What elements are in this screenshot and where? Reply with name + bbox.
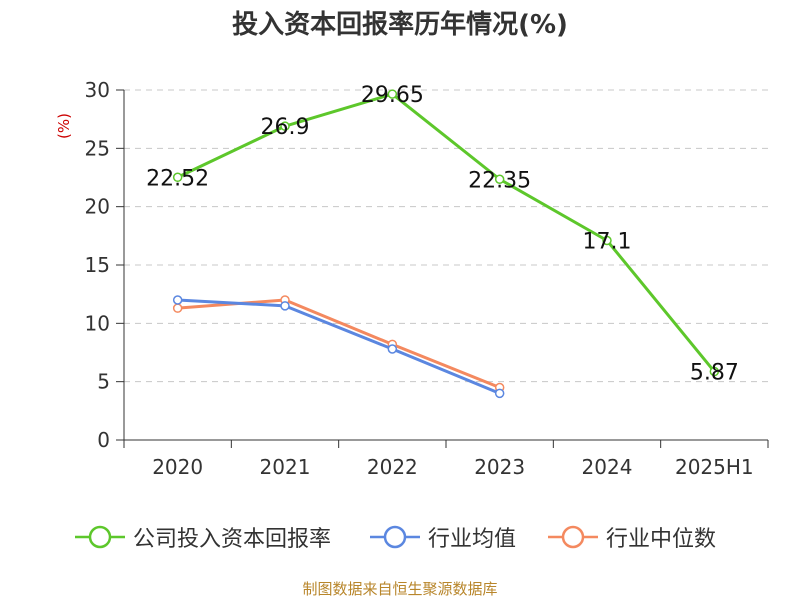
y-tick-label: 10 (85, 311, 110, 335)
data-label: 17.1 (583, 230, 632, 255)
series-point-0 (709, 366, 720, 377)
y-tick-label: 30 (85, 78, 110, 102)
y-tick-label: 15 (85, 253, 110, 277)
x-tick-label: 2024 (582, 455, 633, 479)
data-label: 22.52 (146, 166, 209, 191)
x-tick-label: 2025H1 (675, 455, 754, 479)
legend-label-industry-median: 行业中位数 (606, 527, 717, 552)
series-point-1 (494, 388, 505, 399)
series-point-0 (280, 121, 290, 131)
legend-item-company[interactable]: 公司投入资本回报率 (75, 517, 331, 557)
legend-marker-industry-median (548, 525, 598, 549)
data-label: 29.65 (361, 83, 424, 108)
y-tick-label: 25 (85, 136, 110, 160)
x-tick-label: 2022 (367, 455, 418, 479)
series-point-0 (172, 172, 183, 183)
series-line-1 (177, 298, 501, 395)
chart-title: 投入资本回报率历年情况(%) (232, 10, 568, 40)
legend: 公司投入资本回报率 行业均值 行业中位数 (0, 517, 800, 557)
legend-item-industry-mean[interactable]: 行业均值 (370, 517, 516, 557)
data-label: 22.35 (468, 168, 531, 193)
data-source-note: 制图数据来自恒生聚源数据库 (302, 580, 498, 598)
series-point-1 (280, 301, 290, 311)
legend-label-industry-mean: 行业均值 (428, 527, 517, 552)
series-point-0 (387, 89, 398, 99)
y-tick-label: 0 (97, 428, 110, 452)
data-label: 26.9 (261, 115, 310, 140)
legend-marker-industry-mean (370, 525, 420, 549)
series-point-2 (172, 303, 183, 313)
x-tick-label: 2021 (260, 455, 311, 479)
series-point-1 (387, 344, 398, 354)
legend-item-industry-median[interactable]: 行业中位数 (548, 517, 716, 557)
series-line-0 (177, 92, 716, 373)
series-point-0 (602, 235, 612, 246)
x-tick-label: 2023 (474, 455, 525, 479)
y-tick-label: 5 (97, 370, 110, 394)
data-label: 5.87 (690, 361, 739, 386)
legend-marker-company (75, 525, 125, 549)
series-point-1 (172, 295, 183, 305)
y-tick-label: 20 (85, 195, 110, 219)
series-point-0 (494, 174, 505, 184)
x-tick-label: 2020 (152, 455, 203, 479)
legend-label-company: 公司投入资本回报率 (133, 527, 332, 552)
